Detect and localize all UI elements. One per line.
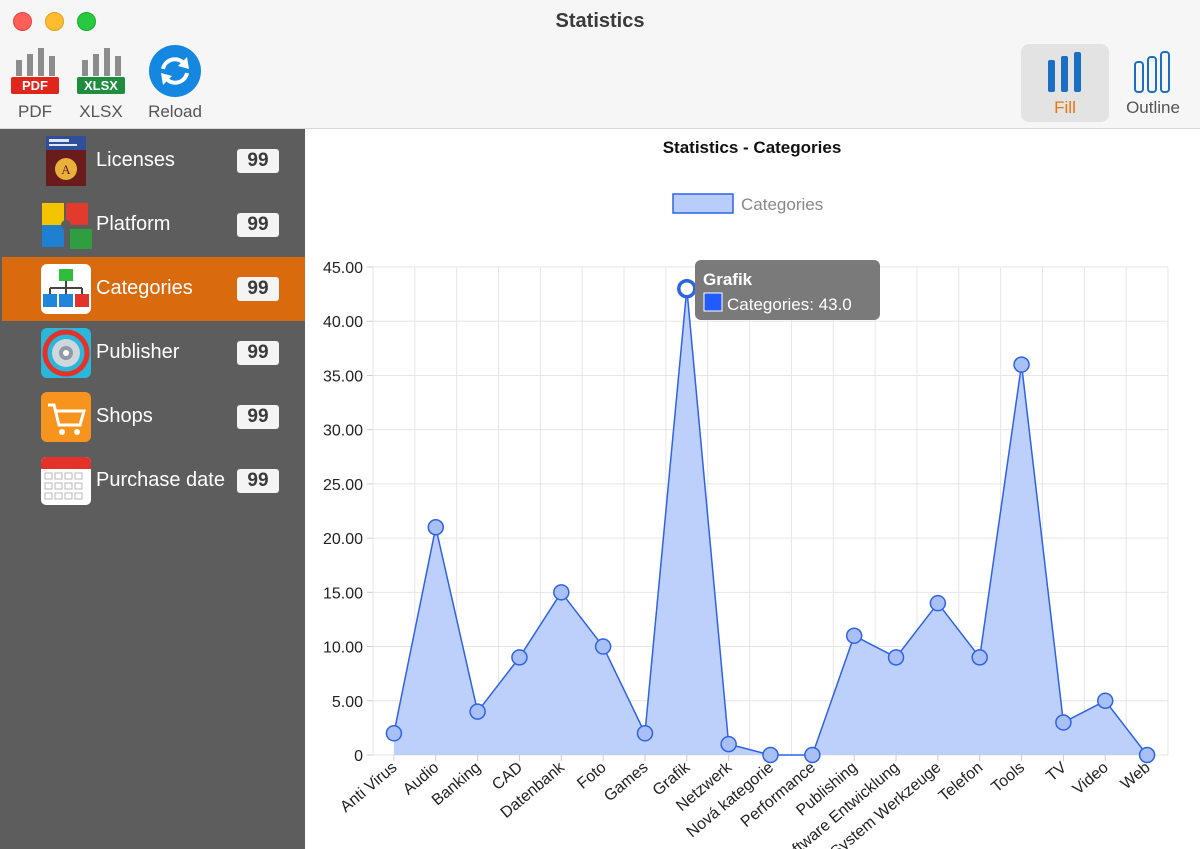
sidebar-item-label: Purchase date	[96, 469, 225, 491]
legend-label: Categories	[741, 195, 823, 214]
tooltip-value: Categories: 43.0	[727, 295, 852, 314]
fill-mode-button[interactable]: Fill	[1021, 44, 1109, 122]
data-point[interactable]	[1055, 714, 1072, 731]
count-badge: 99	[237, 277, 279, 301]
sidebar-item-label: Licenses	[96, 149, 175, 171]
y-tick-label: 5.00	[332, 694, 363, 711]
x-tick-label: Games	[601, 759, 651, 805]
sidebar-item-label: Categories	[96, 277, 193, 299]
data-point[interactable]	[594, 638, 612, 655]
export-xlsx-button[interactable]: XLSX XLSX	[71, 44, 131, 122]
sidebar: A Licenses 99 Platform 99	[0, 129, 305, 849]
x-tick-label: Tools	[989, 759, 1029, 796]
categories-tree-icon	[40, 263, 92, 315]
xlsx-badge-text: XLSX	[84, 78, 118, 93]
tooltip-swatch	[703, 292, 723, 312]
y-tick-label: 45.00	[323, 260, 363, 277]
data-point[interactable]	[511, 649, 528, 666]
outline-mode-label: Outline	[1126, 98, 1180, 117]
data-point[interactable]	[971, 649, 988, 666]
series-area	[393, 288, 1148, 755]
close-window-button[interactable]	[13, 12, 32, 31]
y-tick-label: 20.00	[323, 531, 363, 548]
data-point[interactable]	[427, 519, 445, 536]
export-pdf-button[interactable]: PDF PDF	[5, 44, 65, 122]
bars-outline-icon	[1128, 50, 1178, 94]
sidebar-item-label: Shops	[96, 405, 153, 427]
export-xlsx-label: XLSX	[79, 102, 123, 121]
platform-puzzle-icon	[40, 199, 92, 251]
zoom-window-button[interactable]	[77, 12, 96, 31]
calendar-icon	[40, 455, 92, 507]
y-tick-label: 35.00	[323, 368, 363, 385]
reload-button[interactable]: Reload	[145, 44, 205, 122]
data-point[interactable]	[385, 725, 403, 742]
pdf-badge-text: PDF	[22, 78, 48, 93]
data-point[interactable]	[720, 735, 737, 753]
data-point[interactable]	[636, 725, 654, 742]
chart-tooltip: Grafik Categories: 43.0	[695, 260, 880, 320]
sidebar-item-categories[interactable]: Categories 99	[2, 257, 305, 321]
x-tick-label: Web	[1118, 759, 1154, 793]
chart-series	[385, 278, 1156, 764]
fill-mode-label: Fill	[1054, 98, 1076, 117]
pdf-chart-icon: PDF	[8, 44, 62, 98]
count-badge: 99	[237, 405, 279, 429]
licenses-icon: A	[40, 135, 92, 187]
data-point[interactable]	[929, 594, 947, 612]
bars-filled-icon	[1040, 50, 1090, 94]
data-point[interactable]	[804, 746, 821, 764]
count-badge: 99	[237, 341, 279, 365]
x-tick-label: Anti Virus	[337, 759, 400, 816]
data-point[interactable]	[1013, 356, 1030, 373]
title-bar: Statistics PDF PDF XLSX XLS	[0, 0, 1200, 129]
data-point[interactable]	[762, 746, 779, 764]
chart-legend[interactable]: Categories	[672, 193, 823, 214]
sidebar-item-platform[interactable]: Platform 99	[2, 193, 305, 257]
sidebar-item-label: Publisher	[96, 341, 180, 363]
sidebar-item-purchase-date[interactable]: Purchase date 99	[2, 449, 305, 513]
publisher-gear-icon	[40, 327, 92, 379]
y-tick-label: 30.00	[323, 423, 363, 440]
data-point[interactable]	[469, 703, 486, 720]
window-title: Statistics	[555, 10, 645, 32]
y-tick-label: 40.00	[323, 314, 363, 331]
tooltip-title: Grafik	[703, 270, 753, 289]
data-point[interactable]	[845, 627, 863, 644]
sidebar-item-label: Platform	[96, 213, 171, 235]
reload-icon	[148, 44, 202, 98]
x-tick-label: Video	[1070, 759, 1112, 798]
data-point[interactable]	[1138, 746, 1156, 764]
data-point[interactable]	[1096, 692, 1114, 710]
y-tick-label: 10.00	[323, 640, 363, 657]
xlsx-chart-icon: XLSX	[74, 44, 128, 98]
reload-label: Reload	[148, 102, 202, 121]
y-tick-label: 0	[354, 748, 363, 765]
categories-area-chart[interactable]: Statistics - Categories Categories 0 5.00…	[305, 129, 1200, 849]
x-tick-label: Telefon	[936, 759, 986, 805]
data-point[interactable]	[553, 584, 570, 601]
count-badge: 99	[237, 149, 279, 173]
outline-mode-button[interactable]: Outline	[1113, 44, 1193, 122]
y-tick-label: 15.00	[323, 585, 363, 602]
shopping-cart-icon	[40, 391, 92, 443]
chart-title: Statistics - Categories	[663, 138, 842, 157]
sidebar-item-publisher[interactable]: Publisher 99	[2, 321, 305, 385]
svg-text:A: A	[61, 162, 71, 177]
count-badge: 99	[237, 213, 279, 237]
minimize-window-button[interactable]	[45, 12, 64, 31]
sidebar-item-licenses[interactable]: A Licenses 99	[2, 129, 305, 193]
chart-area: Statistics - Categories Categories 0 5.00…	[305, 129, 1200, 849]
x-tick-label: Foto	[574, 759, 610, 793]
sidebar-item-shops[interactable]: Shops 99	[2, 385, 305, 449]
legend-swatch	[672, 193, 734, 214]
export-pdf-label: PDF	[18, 102, 52, 121]
data-point[interactable]	[677, 278, 697, 299]
y-tick-label: 25.00	[323, 477, 363, 494]
x-tick-label: TV	[1043, 759, 1070, 785]
count-badge: 99	[237, 469, 279, 493]
data-point[interactable]	[887, 649, 905, 666]
